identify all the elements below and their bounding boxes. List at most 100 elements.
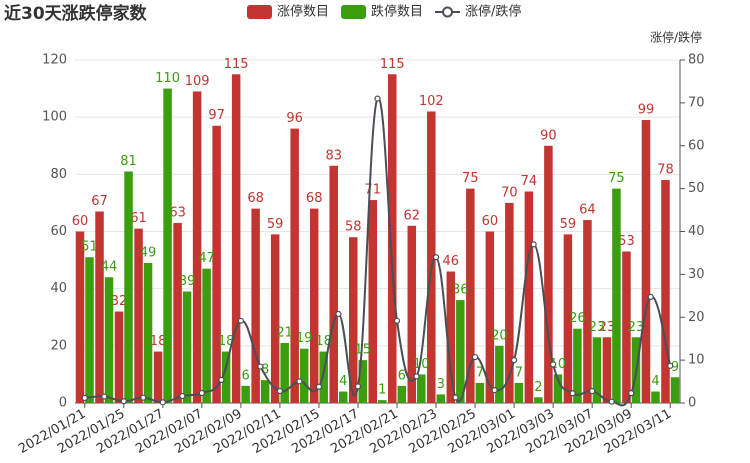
- bar: [319, 351, 328, 403]
- bar: [670, 377, 680, 403]
- ratio-point: [530, 241, 537, 248]
- legend-swatch: [247, 5, 272, 19]
- bar-label: 99: [638, 103, 655, 118]
- bar: [299, 348, 309, 403]
- bar: [495, 345, 504, 403]
- bar: [553, 374, 563, 403]
- bar-label: 61: [130, 211, 147, 226]
- legend-item[interactable]: 跌停数目: [341, 4, 423, 20]
- ratio-point: [218, 376, 225, 383]
- y2-axis-label: 涨停/跌停: [650, 30, 702, 45]
- bar-label: 7: [515, 365, 523, 380]
- bar: [270, 234, 280, 403]
- bar-label: 20: [491, 328, 508, 343]
- bar-label: 60: [72, 214, 89, 229]
- bar-label: 39: [179, 274, 196, 289]
- bar: [95, 211, 104, 403]
- ratio-point: [569, 390, 576, 397]
- bar-label: 8: [261, 363, 269, 378]
- bar-label: 115: [224, 57, 249, 72]
- bar-label: 102: [419, 94, 444, 109]
- bar: [173, 222, 182, 403]
- bar-label: 2: [534, 380, 542, 395]
- bar-label: 21: [276, 325, 293, 340]
- bar: [368, 200, 377, 403]
- bar: [212, 125, 221, 403]
- bar: [85, 257, 94, 403]
- bar-label: 3: [437, 377, 445, 392]
- y-tick-label: 20: [50, 338, 67, 353]
- bar-label: 64: [579, 203, 596, 218]
- bar-label: 9: [671, 360, 679, 375]
- ratio-point: [471, 353, 479, 361]
- ratio-point: [296, 378, 303, 385]
- legend-swatch: [442, 6, 454, 18]
- ratio-point: [432, 254, 440, 261]
- bar-label: 83: [325, 148, 342, 163]
- ratio-point: [276, 387, 284, 395]
- bar-label: 75: [462, 171, 479, 186]
- bar-label: 51: [81, 240, 98, 255]
- bar: [104, 277, 114, 403]
- bar-label: 6: [398, 368, 406, 383]
- bar-label: 7: [476, 365, 484, 380]
- y-tick-label: 120: [42, 53, 67, 68]
- bar: [182, 291, 192, 403]
- ratio-point: [491, 387, 498, 394]
- bar: [466, 188, 475, 403]
- bar-label: 90: [540, 128, 557, 143]
- ratio-point: [81, 394, 88, 402]
- y2-tick-label: 30: [688, 267, 705, 282]
- bar-label: 75: [608, 171, 625, 186]
- bar-label: 68: [247, 191, 264, 206]
- bar-label: 81: [120, 154, 137, 169]
- bar-label: 32: [111, 294, 128, 309]
- y2-tick-label: 50: [688, 181, 705, 196]
- bar-label: 53: [618, 234, 635, 249]
- ratio-point: [667, 362, 674, 369]
- bar: [221, 351, 231, 403]
- y2-tick-label: 10: [688, 353, 705, 368]
- bar-label: 115: [380, 57, 405, 72]
- bar: [544, 145, 553, 403]
- bar-label: 70: [501, 185, 518, 200]
- bar-label: 6: [241, 368, 249, 383]
- bar: [641, 120, 651, 404]
- bar-label: 58: [345, 220, 362, 235]
- bar-label: 4: [651, 374, 659, 389]
- y-tick-label: 80: [50, 167, 67, 182]
- ratio-point: [315, 383, 323, 390]
- ratio-point: [198, 389, 205, 397]
- bar-label: 15: [354, 343, 371, 358]
- legend-item[interactable]: 涨停/跌停: [435, 4, 521, 20]
- bar-label: 47: [198, 251, 215, 266]
- y-tick-label: 0: [59, 396, 67, 411]
- bar: [134, 228, 143, 403]
- y2-tick-label: 20: [688, 310, 705, 325]
- ratio-point: [140, 394, 147, 401]
- bar: [514, 382, 524, 403]
- ratio-point: [374, 95, 381, 102]
- bar-label: 23: [628, 320, 645, 335]
- bar: [602, 337, 612, 403]
- ratio-point: [257, 363, 264, 370]
- bar: [280, 342, 289, 403]
- bar-label: 109: [185, 74, 210, 89]
- bar-label: 49: [140, 245, 157, 260]
- y2-tick-label: 80: [688, 53, 705, 68]
- bar-label: 18: [218, 334, 235, 349]
- bar-label: 18: [150, 334, 167, 349]
- bar: [358, 360, 367, 403]
- legend-swatch: [341, 5, 367, 19]
- bar: [397, 385, 407, 403]
- ratio-point: [452, 394, 459, 401]
- legend-item[interactable]: 涨停数目: [247, 4, 329, 20]
- y2-tick-label: 40: [688, 224, 705, 239]
- bar-label: 97: [208, 108, 225, 123]
- ratio-point: [608, 398, 615, 405]
- bar-label: 78: [657, 163, 674, 178]
- y-tick-label: 40: [50, 281, 67, 296]
- bar-label: 10: [413, 357, 430, 372]
- bar: [475, 382, 485, 403]
